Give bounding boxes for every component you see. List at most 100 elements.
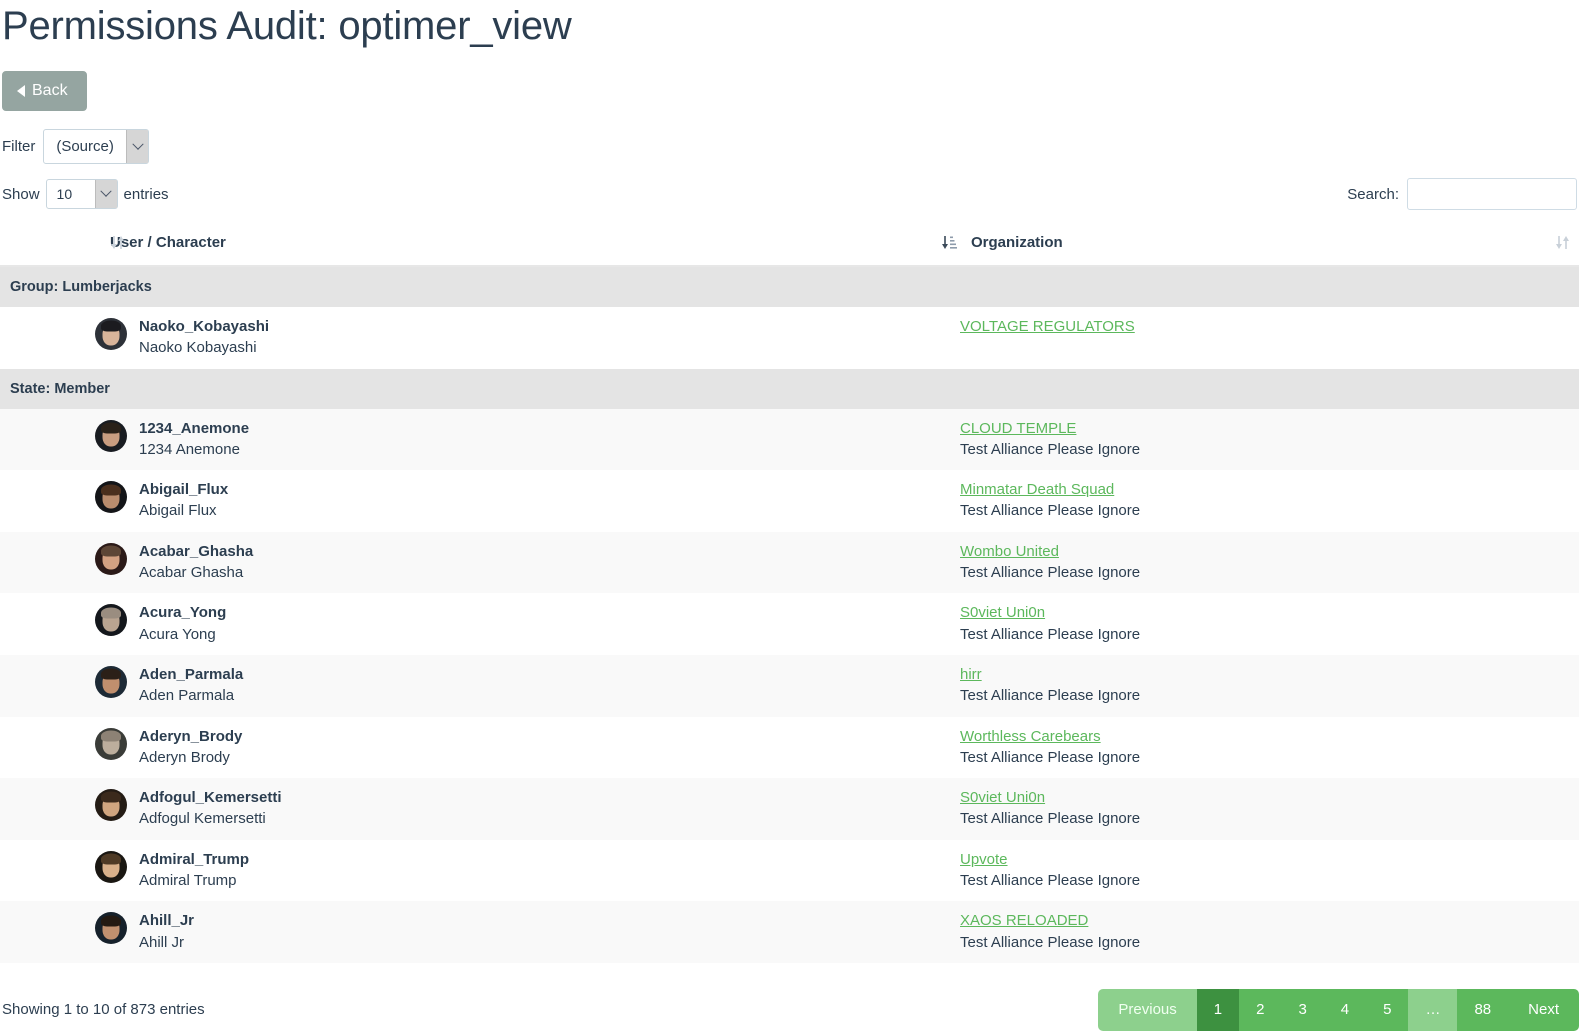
- username: Ahill_Jr: [139, 912, 195, 930]
- group-header-row: State: Member: [0, 368, 1579, 409]
- row-actions-cell: [1525, 716, 1579, 779]
- organization-cell: Minmatar Death Squad Test Alliance Please…: [925, 470, 1525, 532]
- sort-icon: [110, 235, 126, 250]
- length-select[interactable]: 10: [45, 179, 118, 209]
- pagination: Previous 1 2 3 4 5… 88 Next: [1098, 988, 1579, 1031]
- organization-cell: VOLTAGE REGULATORS: [925, 307, 1525, 369]
- row-actions-cell: [1525, 778, 1579, 840]
- row-actions-cell: [1525, 593, 1579, 655]
- length-prefix-label: Show: [2, 185, 40, 203]
- filter-select[interactable]: (Source): [43, 129, 150, 164]
- avatar: [95, 318, 127, 350]
- organization-cell: hirr Test Alliance Please Ignore: [925, 654, 1525, 717]
- search-label: Search:: [1347, 185, 1399, 203]
- user-cell: Acabar_Ghasha Acabar Ghasha: [0, 531, 925, 594]
- corporation-link[interactable]: Wombo United: [960, 542, 1059, 560]
- sort-icon: [1555, 235, 1571, 250]
- organization-cell: Upvote Test Alliance Please Ignore: [925, 839, 1525, 902]
- length-suffix-label: entries: [123, 185, 169, 203]
- username: Naoko_Kobayashi: [139, 318, 270, 335]
- username: 1234_Anemone: [139, 419, 250, 437]
- corporation-link[interactable]: S0viet Uni0n: [960, 604, 1046, 622]
- pagination-page-88[interactable]: 88: [1457, 988, 1509, 1031]
- pagination-page-2[interactable]: 2: [1239, 988, 1282, 1031]
- username: Aden_Parmala: [139, 665, 244, 683]
- row-actions-cell: [1525, 470, 1579, 532]
- pagination-previous[interactable]: Previous: [1098, 988, 1197, 1031]
- filter-row: Filter (Source): [2, 129, 1579, 164]
- table-info: Showing 1 to 10 of 873 entries: [2, 1001, 205, 1019]
- column-header-organization[interactable]: Organization: [925, 226, 1525, 267]
- corporation-link[interactable]: Upvote: [960, 850, 1008, 868]
- table-row: Acabar_Ghasha Acabar Ghasha Wombo United Te…: [0, 531, 1579, 594]
- group-header-row: Group: Lumberjacks: [0, 266, 1579, 307]
- character-name: Adfogul Kemersetti: [139, 810, 266, 828]
- organization-cell: S0viet Uni0n Test Alliance Please Ignore: [925, 593, 1525, 655]
- length-control: Show 10 entries: [2, 179, 169, 209]
- filter-select-wrapper[interactable]: (Source): [43, 129, 150, 164]
- corporation-link[interactable]: CLOUD TEMPLE: [960, 419, 1077, 437]
- corporation-link[interactable]: S0viet Uni0n: [960, 789, 1046, 807]
- user-cell: Acura_Yong Acura Yong: [0, 593, 925, 655]
- pagination-page-1[interactable]: 1: [1196, 988, 1240, 1031]
- username: Admiral_Trump: [139, 850, 250, 868]
- avatar: [95, 727, 127, 760]
- organization-cell: S0viet Uni0n Test Alliance Please Ignore: [925, 778, 1525, 840]
- alliance-name: Test Alliance Please Ignore: [960, 440, 1141, 458]
- username: Acura_Yong: [139, 604, 227, 622]
- corporation-link[interactable]: Worthless Carebears: [960, 727, 1101, 745]
- table-row: Aden_Parmala Aden Parmala hirr Test Allianc…: [0, 654, 1579, 717]
- avatar: [95, 419, 127, 452]
- chevron-left-icon: [17, 85, 25, 97]
- pagination-page-3[interactable]: 3: [1281, 988, 1324, 1031]
- column-header-user[interactable]: User / Character: [0, 226, 925, 267]
- table-head: User / Character Organization: [0, 226, 1579, 267]
- pagination-page-4[interactable]: 4: [1323, 988, 1367, 1031]
- row-actions-cell: [1525, 901, 1579, 963]
- back-button[interactable]: Back: [2, 71, 87, 111]
- column-header-organization-label: Organization: [971, 234, 1063, 251]
- alliance-name: Test Alliance Please Ignore: [960, 564, 1141, 582]
- username: Abigail_Flux: [139, 481, 229, 499]
- avatar: [95, 912, 127, 945]
- row-actions-cell: [1525, 307, 1579, 369]
- search-input[interactable]: [1407, 178, 1577, 210]
- organization-cell: CLOUD TEMPLE Test Alliance Please Ignore: [925, 408, 1525, 471]
- group-header-label: State: Member: [0, 368, 1579, 409]
- alliance-name: Test Alliance Please Ignore: [960, 933, 1141, 951]
- corporation-link[interactable]: XAOS RELOADED: [960, 912, 1089, 930]
- table-row: Aderyn_Brody Aderyn Brody Worthless Carebe…: [0, 716, 1579, 779]
- search-control: Search:: [1347, 178, 1577, 210]
- corporation-link[interactable]: VOLTAGE REGULATORS: [960, 318, 1135, 335]
- user-cell: Abigail_Flux Abigail Flux: [0, 470, 925, 532]
- user-cell: 1234_Anemone 1234 Anemone: [0, 408, 925, 471]
- corporation-link[interactable]: Minmatar Death Squad: [960, 481, 1115, 499]
- pagination-next[interactable]: Next: [1508, 988, 1579, 1031]
- character-name: Ahill Jr: [139, 933, 185, 951]
- pagination-page-5[interactable]: 5: [1366, 988, 1409, 1031]
- table-footer: Showing 1 to 10 of 873 entries Previous 1…: [0, 988, 1579, 1031]
- table-controls-row: Show 10 entries Search:: [0, 178, 1579, 210]
- alliance-name: Test Alliance Please Ignore: [960, 502, 1141, 520]
- username: Aderyn_Brody: [139, 727, 243, 745]
- filter-label: Filter: [2, 138, 36, 155]
- table-row: Ahill_Jr Ahill Jr XAOS RELOADED Test Allian…: [0, 901, 1579, 963]
- row-actions-cell: [1525, 839, 1579, 902]
- character-name: Aderyn Brody: [139, 748, 230, 766]
- column-header-actions[interactable]: [1525, 226, 1579, 267]
- alliance-name: Test Alliance Please Ignore: [960, 748, 1141, 766]
- row-actions-cell: [1525, 654, 1579, 717]
- column-header-user-label: User / Character: [110, 234, 226, 251]
- table-row: Admiral_Trump Admiral Trump Upvote Test All…: [0, 839, 1579, 902]
- permissions-table: User / Character Organization: [0, 226, 1579, 963]
- sort-amount-asc-icon: [941, 235, 957, 250]
- avatar: [95, 665, 127, 698]
- avatar: [95, 604, 127, 637]
- character-name: 1234 Anemone: [139, 440, 240, 458]
- group-header-label: Group: Lumberjacks: [0, 266, 1579, 307]
- user-cell: Admiral_Trump Admiral Trump: [0, 839, 925, 902]
- length-select-wrapper[interactable]: 10: [45, 179, 118, 209]
- corporation-link[interactable]: hirr: [960, 665, 982, 683]
- table-row: Adfogul_Kemersetti Adfogul Kemersetti S0vi…: [0, 778, 1579, 840]
